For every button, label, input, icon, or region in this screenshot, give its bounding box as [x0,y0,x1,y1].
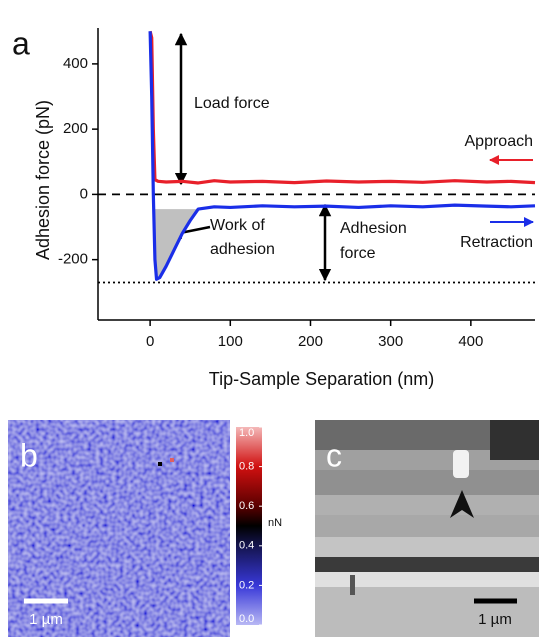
panel-label: a [12,25,30,61]
colorbar-tick-label: 0.6 [239,500,254,512]
scale-bar-label: 1 µm [29,611,63,628]
colorbar-tick-label: 0.2 [239,579,254,591]
annotations: Load force Work of adhesion Adhesion for… [168,32,534,282]
colorbar-label: nN [268,517,282,529]
colorbar-tick-label: 0.8 [239,461,254,473]
annotation: force [340,245,376,262]
heatmap-texture [8,420,230,637]
colorbar-tick-label: 0.4 [239,540,254,552]
x-tick-label: 300 [378,333,403,350]
afm-image [315,420,539,637]
colorbar [236,427,262,625]
annotation: Adhesion [340,220,407,237]
x-tick-label: 200 [298,333,323,350]
y-tick-label: -200 [58,251,88,268]
legend-entry: Retraction [460,234,533,251]
x-tick-label: 0 [146,333,154,350]
annotation: adhesion [210,241,275,258]
panel-label: c [326,437,342,473]
x-tick-label: 100 [218,333,243,350]
x-tick-label: 400 [458,333,483,350]
panel-label: b [20,437,38,473]
image-feature [170,458,174,462]
x-axis-label: Tip-Sample Separation (nm) [209,369,434,389]
colorbar-tick-label: 0.0 [239,613,254,625]
annotation: Load force [194,95,270,112]
legend-entry: Approach [465,133,534,150]
annotation: Work of [210,217,265,234]
scale-bar-label: 1 µm [478,611,512,628]
y-tick-label: 200 [63,120,88,137]
series-line [148,30,536,185]
colorbar-tick-label: 1.0 [239,427,254,439]
work-area [153,209,199,280]
image-feature [158,462,162,466]
series-line [148,31,536,281]
y-tick-label: 0 [80,185,88,202]
y-tick-label: 400 [63,55,88,72]
y-axis-label: Adhesion force (pN) [33,100,53,260]
